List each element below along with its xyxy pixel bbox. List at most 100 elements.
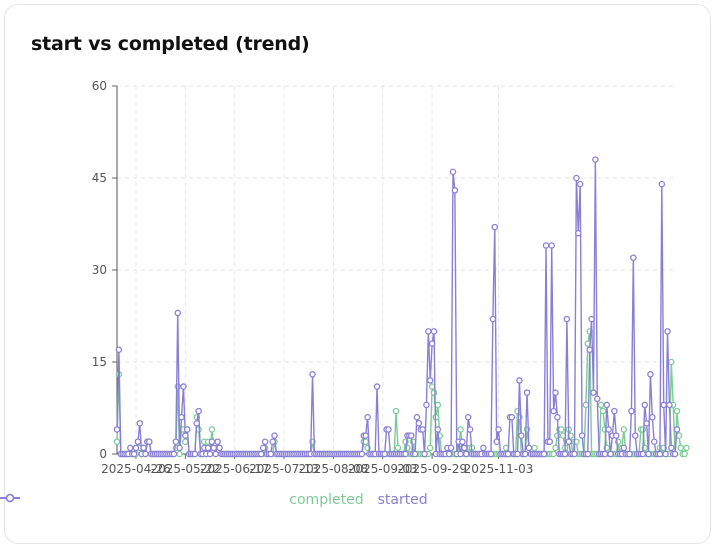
data-point-completed bbox=[597, 401, 605, 409]
x-tick-label: 2025-07-13 bbox=[249, 462, 319, 476]
data-point-started bbox=[525, 444, 533, 452]
data-point-started bbox=[259, 444, 267, 452]
x-tick-label: 2025-09-03 bbox=[348, 462, 418, 476]
data-point-started bbox=[426, 377, 434, 384]
data-point-started bbox=[457, 450, 464, 458]
data-point-completed bbox=[639, 426, 647, 433]
data-point-started bbox=[258, 450, 265, 458]
data-point-started bbox=[449, 168, 457, 176]
data-point-started bbox=[491, 223, 499, 231]
data-point-completed bbox=[176, 450, 183, 458]
data-point-completed bbox=[681, 450, 688, 458]
legend-label-started: started bbox=[377, 492, 428, 508]
data-point-started bbox=[518, 432, 525, 439]
data-point-started bbox=[607, 450, 614, 458]
data-point-started bbox=[630, 254, 637, 261]
data-point-started bbox=[480, 444, 487, 452]
data-point-started bbox=[191, 450, 199, 458]
data-point-started bbox=[373, 383, 381, 390]
data-point-started bbox=[142, 450, 149, 458]
data-point-started bbox=[504, 450, 512, 458]
data-point-started bbox=[146, 438, 153, 445]
data-point-started bbox=[563, 315, 571, 323]
data-point-started bbox=[626, 450, 633, 458]
data-point-started bbox=[548, 242, 555, 249]
data-point-completed bbox=[392, 407, 400, 415]
data-point-started bbox=[136, 420, 144, 427]
data-point-started bbox=[170, 450, 178, 458]
data-point-started bbox=[489, 315, 497, 323]
data-point-started bbox=[552, 389, 559, 396]
data-point-started bbox=[668, 444, 675, 452]
data-point-started bbox=[611, 407, 618, 415]
data-point-started bbox=[594, 395, 601, 403]
y-tick-label: 15 bbox=[92, 355, 107, 369]
legend-label-completed: completed bbox=[289, 492, 364, 508]
legend-item-started[interactable]: started bbox=[0, 492, 428, 508]
data-point-started bbox=[413, 413, 421, 421]
data-point-started bbox=[364, 413, 371, 421]
data-point-started bbox=[210, 444, 218, 452]
data-point-started bbox=[362, 432, 369, 439]
data-point-started bbox=[180, 383, 187, 390]
data-point-started bbox=[271, 432, 278, 439]
data-point-started bbox=[647, 371, 654, 378]
data-point-completed bbox=[599, 407, 607, 415]
data-point-started bbox=[514, 450, 521, 458]
data-point-started bbox=[673, 426, 681, 433]
data-point-completed bbox=[673, 407, 681, 415]
data-point-started bbox=[639, 450, 647, 458]
data-point-started bbox=[464, 413, 472, 421]
data-point-started bbox=[487, 450, 495, 458]
data-point-completed bbox=[683, 444, 690, 452]
data-point-completed bbox=[182, 438, 189, 445]
data-point-started bbox=[613, 432, 620, 439]
data-point-started bbox=[493, 438, 500, 445]
data-point-started bbox=[428, 340, 436, 347]
data-point-started bbox=[554, 413, 561, 421]
data-point-started bbox=[172, 438, 180, 445]
data-point-completed bbox=[552, 444, 559, 452]
data-point-started bbox=[411, 450, 419, 458]
data-point-started bbox=[649, 413, 656, 421]
data-point-started bbox=[423, 401, 430, 409]
data-point-started bbox=[134, 438, 142, 445]
data-point-started bbox=[113, 426, 121, 433]
x-tick-label: 2025-09-29 bbox=[397, 462, 467, 476]
data-point-started bbox=[140, 444, 147, 452]
data-point-started bbox=[402, 450, 409, 458]
y-tick-label: 45 bbox=[92, 171, 107, 185]
x-tick-label: 2025-08-08 bbox=[299, 462, 369, 476]
data-point-started bbox=[130, 450, 138, 458]
data-point-started bbox=[540, 450, 548, 458]
data-point-started bbox=[588, 315, 595, 323]
legend-item-completed[interactable]: completed bbox=[0, 492, 364, 508]
data-point-completed bbox=[550, 450, 557, 458]
data-point-started bbox=[461, 444, 468, 452]
data-point-started bbox=[671, 450, 679, 458]
x-tick-label: 2025-05-22 bbox=[150, 462, 220, 476]
data-point-started bbox=[666, 401, 673, 409]
legend-marker-started bbox=[0, 493, 20, 503]
chart-title: start vs completed (trend) bbox=[31, 33, 310, 55]
data-point-started bbox=[521, 450, 529, 458]
data-point-started bbox=[127, 444, 134, 452]
data-point-completed bbox=[531, 444, 538, 452]
data-point-started bbox=[516, 377, 523, 384]
data-point-started bbox=[269, 438, 276, 445]
data-point-started bbox=[603, 401, 611, 409]
data-point-completed bbox=[554, 432, 561, 439]
x-tick-label: 2025-06-17 bbox=[200, 462, 270, 476]
data-point-started bbox=[415, 420, 423, 427]
data-point-started bbox=[174, 309, 181, 317]
data-point-started bbox=[542, 242, 550, 249]
data-point-started bbox=[576, 180, 584, 188]
data-point-started bbox=[645, 450, 652, 458]
data-point-started bbox=[407, 432, 415, 439]
data-point-started bbox=[643, 420, 650, 427]
data-point-started bbox=[546, 438, 554, 445]
data-point-started bbox=[447, 444, 455, 452]
data-point-started bbox=[419, 426, 426, 433]
data-point-completed bbox=[430, 389, 438, 396]
